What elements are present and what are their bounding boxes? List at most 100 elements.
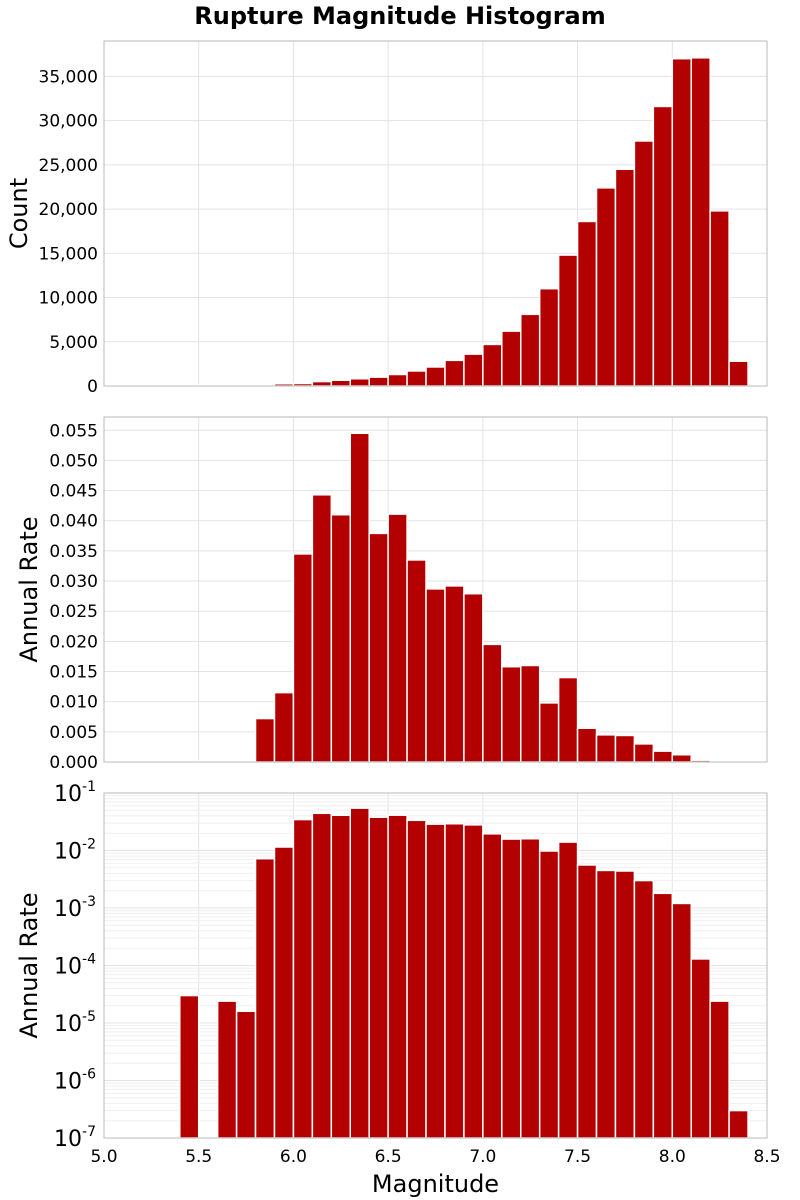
y-tick-label-base: 10 bbox=[54, 1012, 82, 1037]
histogram-bar bbox=[425, 366, 446, 387]
x-tick-label: 5.5 bbox=[185, 1147, 212, 1167]
plot-frame bbox=[103, 40, 768, 387]
histogram-bar bbox=[557, 841, 579, 1139]
y-tick-label: 5,000 bbox=[49, 333, 98, 353]
histogram-bar bbox=[576, 220, 598, 387]
x-tick-label: 8.0 bbox=[659, 1147, 686, 1167]
y-tick-label: 10-5 bbox=[54, 1009, 96, 1037]
histogram-bar bbox=[387, 513, 408, 763]
histogram-bar bbox=[368, 376, 389, 387]
histogram-bar bbox=[368, 816, 389, 1139]
histogram-bar bbox=[368, 532, 389, 763]
y-tick-label-base: 10 bbox=[54, 897, 82, 922]
y-axis-label: Count bbox=[5, 178, 33, 249]
histogram-bar bbox=[273, 846, 295, 1139]
histogram-bar bbox=[633, 140, 655, 387]
x-tick-label: 6.5 bbox=[375, 1147, 402, 1167]
y-axis-label: Annual Rate bbox=[15, 516, 43, 662]
histogram-bar bbox=[273, 691, 295, 763]
x-tick-label: 8.5 bbox=[753, 1147, 780, 1167]
histogram-bar bbox=[254, 717, 276, 763]
chart-title: Rupture Magnitude Histogram bbox=[194, 2, 606, 30]
histogram-bar bbox=[519, 313, 541, 387]
y-tick-label-exponent: -3 bbox=[82, 894, 96, 910]
histogram-bar bbox=[595, 734, 617, 763]
y-tick-label: 0.020 bbox=[49, 632, 98, 652]
histogram-bar bbox=[292, 553, 314, 763]
histogram-bar bbox=[614, 734, 636, 763]
y-tick-label: 10-3 bbox=[54, 894, 96, 922]
histogram-bar bbox=[501, 665, 522, 763]
histogram-bar bbox=[519, 838, 541, 1139]
y-tick-label: 0.005 bbox=[49, 723, 98, 743]
histogram-bar bbox=[482, 643, 503, 763]
histogram-bar bbox=[538, 850, 560, 1139]
histogram-bar bbox=[728, 360, 749, 387]
histogram-bar bbox=[690, 57, 711, 387]
histogram-bar bbox=[444, 585, 465, 763]
histogram-bar bbox=[216, 1000, 238, 1139]
histogram-bar bbox=[614, 870, 636, 1139]
y-tick-label-base: 10 bbox=[54, 1127, 82, 1152]
y-tick-label: 0.010 bbox=[49, 693, 98, 713]
histogram-bar bbox=[671, 902, 692, 1139]
histogram-bar bbox=[463, 592, 484, 763]
y-tick-label: 35,000 bbox=[39, 67, 98, 87]
histogram-bar bbox=[501, 838, 522, 1139]
y-axis-label: Annual Rate bbox=[15, 892, 43, 1038]
y-tick-label: 0.045 bbox=[49, 482, 98, 502]
histogram-bar bbox=[709, 1000, 730, 1139]
x-tick-label: 7.0 bbox=[469, 1147, 496, 1167]
y-tick-label: 0.040 bbox=[49, 512, 98, 532]
histogram-bar bbox=[557, 254, 579, 387]
histogram-bar bbox=[330, 513, 352, 763]
histogram-bar bbox=[595, 869, 617, 1139]
y-tick-label: 10-2 bbox=[54, 837, 96, 865]
histogram-bar bbox=[463, 824, 484, 1139]
plot-frame bbox=[103, 416, 768, 763]
histogram-bar bbox=[652, 892, 674, 1139]
y-tick-label: 0.025 bbox=[49, 602, 98, 622]
y-tick-label: 25,000 bbox=[39, 156, 98, 176]
histogram-bar bbox=[633, 879, 655, 1139]
histogram-bar bbox=[652, 750, 674, 763]
y-tick-label-base: 10 bbox=[54, 782, 82, 807]
histogram-bar bbox=[709, 210, 730, 387]
histogram-bar bbox=[463, 353, 484, 387]
histogram-bar bbox=[482, 833, 503, 1139]
y-tick-label: 20,000 bbox=[39, 200, 98, 220]
y-tick-label-exponent: -4 bbox=[82, 952, 96, 968]
histogram-bar bbox=[519, 664, 541, 763]
histogram-bar bbox=[538, 702, 560, 763]
histogram-bar bbox=[349, 432, 370, 763]
histogram-bar bbox=[633, 743, 655, 763]
histogram-bar bbox=[254, 857, 276, 1139]
histogram-bar bbox=[614, 168, 636, 387]
y-tick-label: 0.000 bbox=[49, 753, 98, 773]
y-tick-label: 10-4 bbox=[54, 952, 96, 980]
y-tick-label: 0.030 bbox=[49, 572, 98, 592]
histogram-bar bbox=[425, 823, 446, 1139]
histogram-bar bbox=[444, 359, 465, 387]
x-tick-label: 7.5 bbox=[564, 1147, 591, 1167]
histogram-bar bbox=[501, 330, 522, 387]
histogram-bar bbox=[595, 187, 617, 387]
histogram-bar bbox=[576, 864, 598, 1139]
x-tick-label: 5.0 bbox=[90, 1147, 117, 1167]
histogram-bar bbox=[406, 819, 427, 1139]
y-tick-label: 0.050 bbox=[49, 451, 98, 471]
histogram-bar bbox=[311, 812, 333, 1139]
y-tick-label: 0 bbox=[87, 377, 98, 397]
y-tick-label: 0.035 bbox=[49, 542, 98, 562]
histogram-bar bbox=[179, 994, 200, 1139]
histogram-bar bbox=[349, 807, 370, 1139]
histogram-bar bbox=[690, 958, 711, 1139]
y-tick-label: 10,000 bbox=[39, 289, 98, 309]
histogram-bar bbox=[330, 379, 352, 387]
y-tick-label: 10-1 bbox=[54, 779, 96, 807]
histogram-bar bbox=[671, 57, 692, 387]
histogram-bar bbox=[387, 814, 408, 1139]
x-axis-label: Magnitude bbox=[372, 1170, 499, 1198]
